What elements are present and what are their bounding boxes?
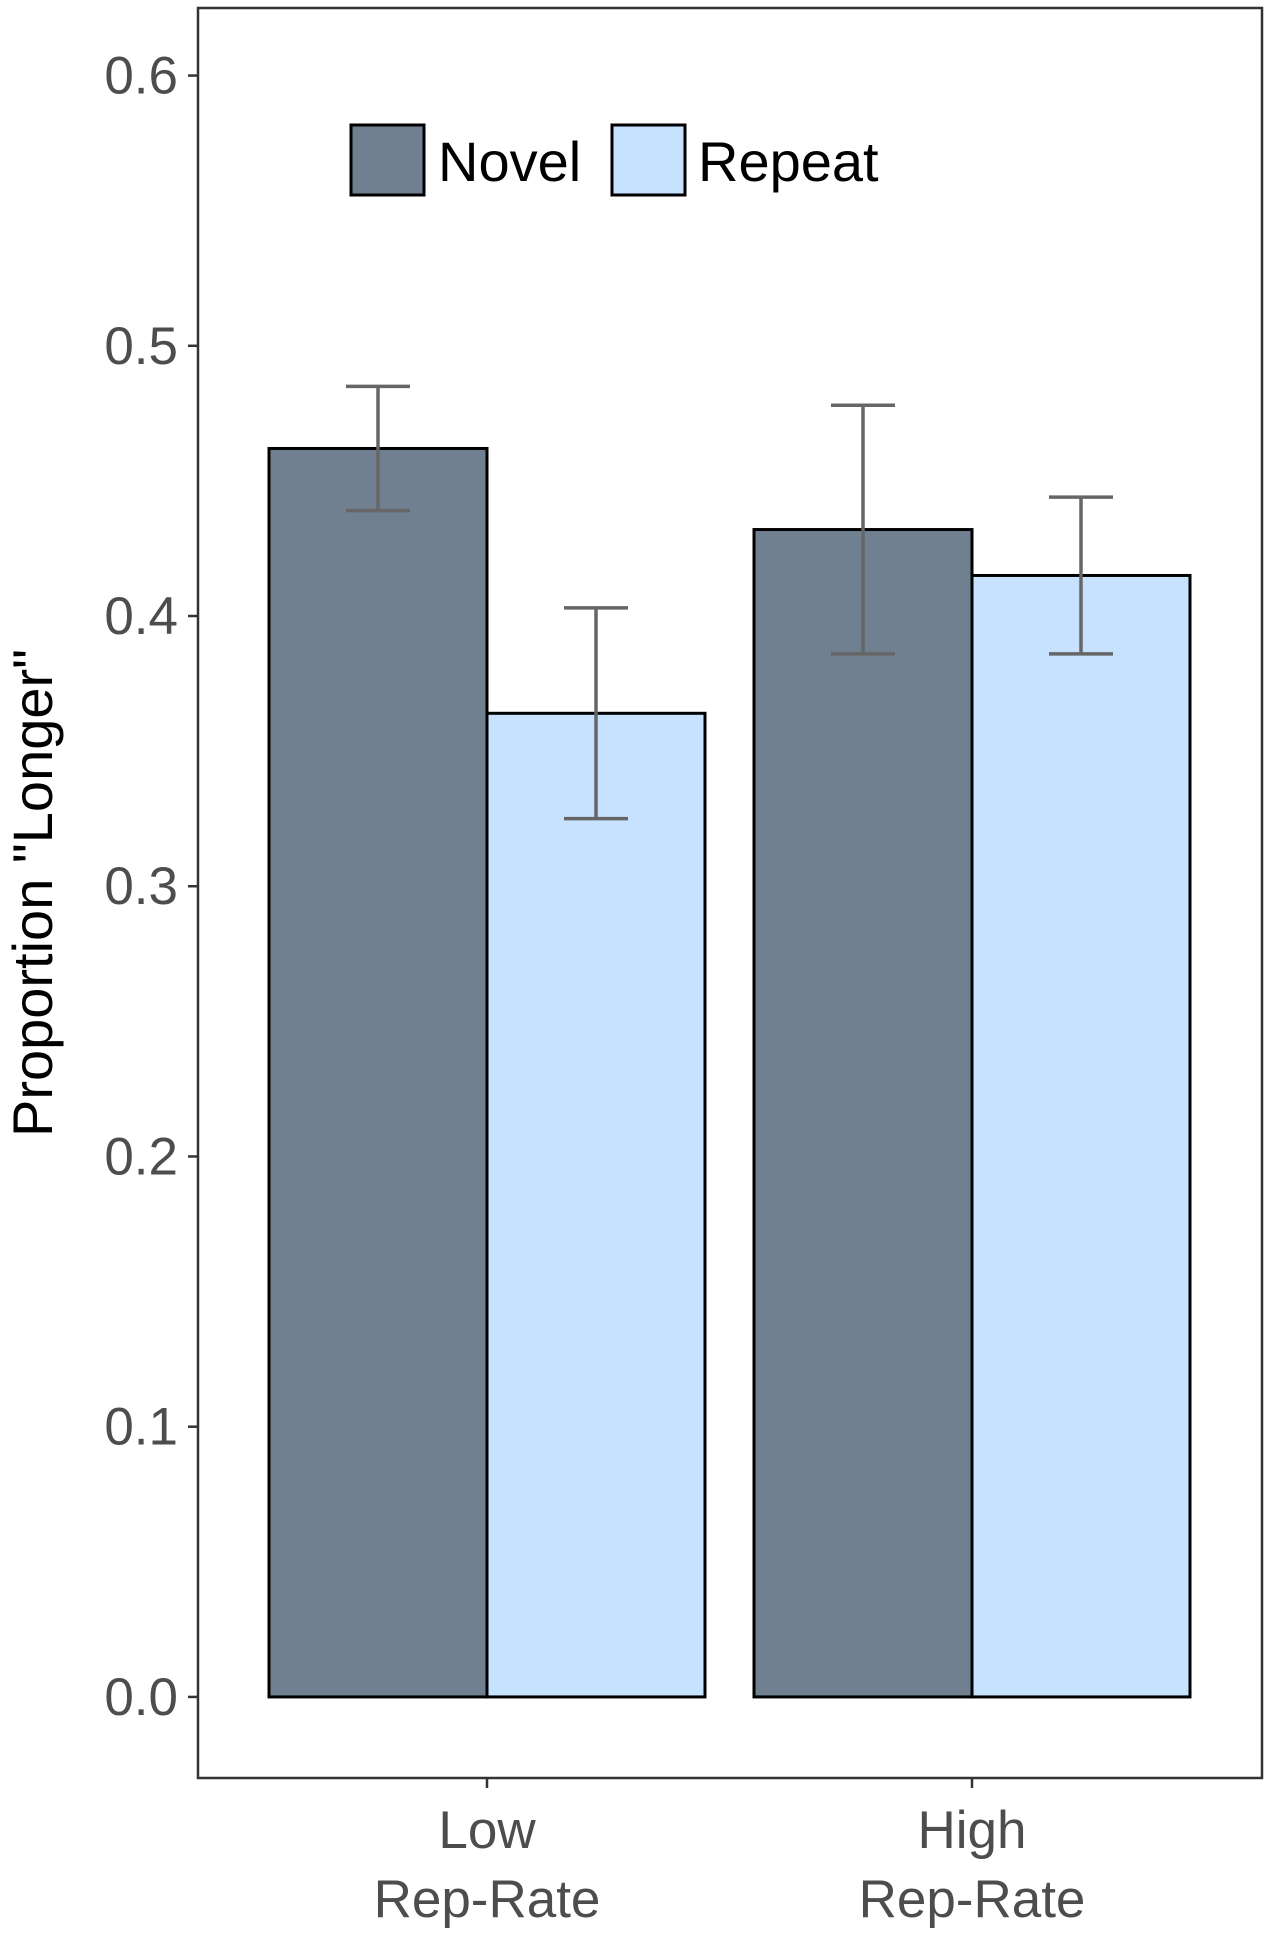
chart-legend: Novel Repeat [349,123,879,197]
y-tick-label: 0.3 [104,857,178,916]
x-tick-label-line2: Rep-Rate [859,1870,1086,1929]
bar-repeat-low [485,711,707,1699]
x-tick-label-line2: Rep-Rate [374,1870,601,1929]
y-tick-label: 0.1 [104,1398,178,1457]
bar-novel-high [752,528,974,1699]
y-tick-label: 0.0 [104,1668,178,1727]
legend-label: Novel [438,130,581,193]
chart-axes: 0.0 0.1 0.2 0.3 0.4 0.5 0.6 Low Rep-Rate High Rep-… [1,6,1264,1929]
error-bar-novel-low [346,384,410,513]
legend-key-repeat [610,123,687,197]
legend-item-repeat: Repeat [610,123,879,197]
bar-repeat-high [970,573,1192,1699]
y-tick-label: 0.2 [104,1127,178,1186]
y-axis-title: Proportion "Longer" [1,649,64,1137]
legend-item-novel: Novel [349,123,581,197]
y-tick-label: 0.6 [104,47,178,106]
legend-label: Repeat [698,130,879,193]
plot-panel-border [196,6,1264,1780]
chart-marks [267,384,1192,1699]
x-tick-label: High [917,1801,1026,1860]
x-tick-label: Low [438,1801,536,1860]
error-bar-repeat-low [564,606,628,821]
bar-novel-low [267,446,489,1699]
y-tick-label: 0.4 [104,587,178,646]
legend-key-novel [349,123,426,197]
error-bar-novel-high [831,403,895,656]
error-bar-repeat-high [1049,495,1113,656]
y-tick-label: 0.5 [104,317,178,376]
